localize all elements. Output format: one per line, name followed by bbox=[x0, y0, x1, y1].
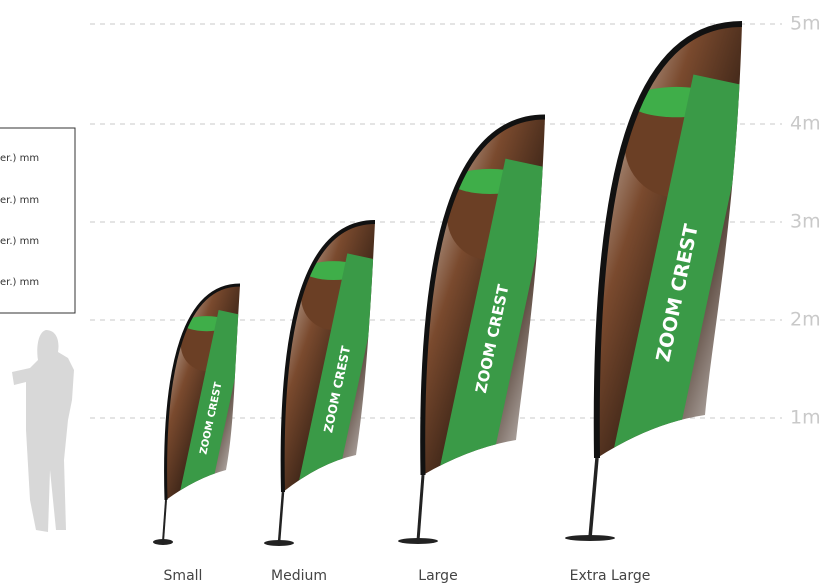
flag-pole bbox=[162, 499, 167, 543]
size-label: Extra Large bbox=[570, 568, 651, 583]
spec-line: er.) mm bbox=[0, 277, 39, 288]
green-band bbox=[173, 310, 240, 500]
flag-edge bbox=[420, 114, 546, 476]
flag-pole bbox=[416, 474, 425, 542]
spec-line: er.) mm bbox=[0, 236, 39, 247]
flag-edge bbox=[280, 220, 376, 493]
green-band bbox=[603, 74, 742, 458]
spec-frame bbox=[0, 127, 76, 314]
flag-edge bbox=[593, 21, 743, 459]
spec-line: er.) mm bbox=[0, 153, 39, 164]
flags-layer: 5m 4m 3m 2m 1m er.) mm er.) mm er.) mm er.) mm ZO… bbox=[0, 13, 821, 583]
green-band bbox=[291, 253, 375, 492]
green-band bbox=[431, 158, 545, 475]
person-silhouette bbox=[12, 330, 74, 532]
scale-label: 3m bbox=[790, 211, 821, 233]
flag-print: ZOOM CREST bbox=[291, 253, 375, 492]
flag: ZOOM CREST Medium bbox=[264, 220, 376, 583]
scale-label: 4m bbox=[790, 113, 821, 135]
flag-edge bbox=[164, 283, 241, 501]
spec-box bbox=[0, 127, 76, 314]
scale-label: 5m bbox=[790, 13, 821, 35]
size-label: Medium bbox=[271, 568, 327, 583]
flag: ZOOM CREST Extra Large bbox=[565, 21, 743, 583]
flag-print: ZOOM CREST bbox=[431, 158, 545, 475]
flag-pole bbox=[277, 491, 285, 544]
flag-print: ZOOM CREST bbox=[173, 310, 240, 500]
flag: ZOOM CREST Small bbox=[153, 283, 241, 583]
spec-line: er.) mm bbox=[0, 195, 39, 206]
size-label: Small bbox=[164, 568, 203, 583]
scale-label: 1m bbox=[790, 407, 821, 429]
flag-print: ZOOM CREST bbox=[603, 74, 742, 458]
scale-label: 2m bbox=[790, 309, 821, 331]
flag-pole bbox=[588, 457, 599, 539]
flag: ZOOM CREST Large bbox=[398, 114, 546, 583]
size-label: Large bbox=[418, 568, 457, 583]
